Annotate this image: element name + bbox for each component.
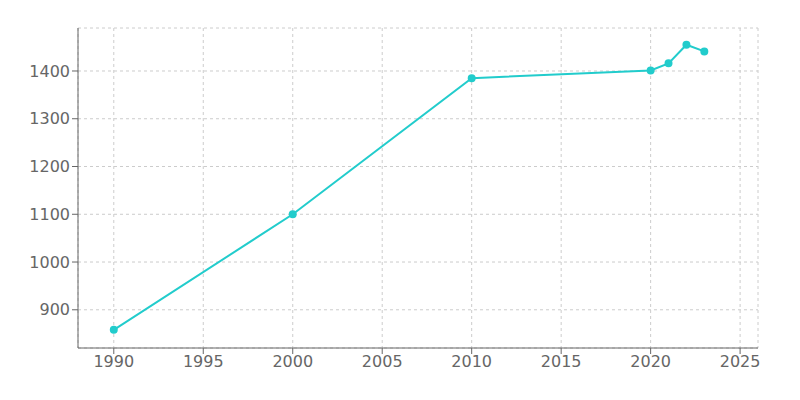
svg-text:1200: 1200 [29,157,70,176]
svg-text:2000: 2000 [272,352,313,371]
svg-text:2015: 2015 [541,352,582,371]
svg-text:1000: 1000 [29,253,70,272]
svg-text:1995: 1995 [183,352,224,371]
svg-text:2005: 2005 [362,352,403,371]
svg-text:1400: 1400 [29,62,70,81]
svg-text:1990: 1990 [93,352,134,371]
svg-text:1100: 1100 [29,205,70,224]
svg-text:2025: 2025 [720,352,761,371]
svg-text:2010: 2010 [451,352,492,371]
svg-text:900: 900 [39,300,70,319]
svg-text:1300: 1300 [29,109,70,128]
svg-text:2020: 2020 [630,352,671,371]
